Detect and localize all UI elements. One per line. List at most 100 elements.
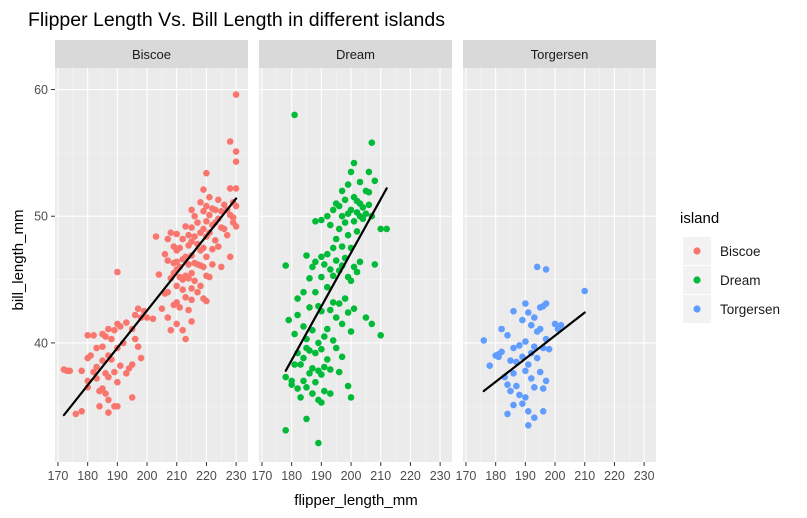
- data-point: [200, 186, 207, 193]
- data-point: [188, 224, 195, 231]
- data-point: [223, 231, 231, 239]
- x-tick-label: 170: [48, 469, 69, 483]
- data-point: [498, 348, 505, 356]
- data-point: [105, 325, 112, 333]
- data-point: [167, 229, 175, 236]
- data-point: [312, 378, 319, 386]
- facet-panel-dream: Dream 170 180 190 200 210 220 230: [252, 40, 452, 483]
- facet-strip: [259, 40, 452, 68]
- data-point: [191, 212, 198, 220]
- data-point: [78, 367, 85, 375]
- panel-background: [463, 68, 656, 462]
- legend-title: island: [680, 210, 719, 227]
- data-point: [522, 300, 529, 307]
- data-point: [338, 212, 346, 220]
- data-point: [300, 377, 307, 385]
- data-point: [303, 384, 310, 391]
- trend-line: [482, 311, 586, 393]
- data-point: [90, 332, 97, 339]
- data-point: [306, 347, 313, 354]
- data-point: [114, 268, 121, 276]
- data-point: [353, 228, 361, 235]
- y-tick-label: 50: [34, 210, 48, 224]
- data-point: [173, 258, 180, 266]
- data-point: [203, 169, 210, 177]
- data-point: [365, 168, 373, 176]
- data-point: [102, 333, 109, 340]
- facet-strip: [55, 40, 248, 68]
- data-point: [545, 345, 553, 353]
- data-point: [99, 357, 106, 364]
- data-point: [303, 252, 310, 259]
- data-point: [525, 422, 532, 429]
- data-point: [206, 273, 213, 281]
- data-point: [191, 277, 198, 285]
- data-point: [143, 314, 151, 321]
- data-point: [291, 111, 298, 119]
- data-point: [353, 268, 361, 276]
- data-point: [522, 394, 529, 401]
- x-tick-label: 220: [400, 469, 421, 483]
- data-point: [131, 311, 139, 319]
- data-point: [158, 305, 166, 313]
- x-tick-label: 180: [77, 469, 98, 483]
- data-point: [344, 181, 352, 188]
- data-point: [102, 390, 109, 397]
- data-point: [117, 323, 124, 330]
- data-point: [539, 385, 547, 392]
- legend-swatch: [693, 276, 701, 284]
- facet-strip: [463, 40, 656, 68]
- data-point: [312, 349, 319, 357]
- data-point: [332, 344, 340, 352]
- data-point: [155, 271, 163, 278]
- data-point: [327, 221, 334, 229]
- data-point: [516, 391, 523, 399]
- y-tick-label: 40: [34, 336, 48, 350]
- data-point: [557, 321, 565, 329]
- data-point: [226, 185, 234, 192]
- chart-title: Flipper Length Vs. Bill Length in differ…: [28, 9, 445, 31]
- data-point: [335, 368, 343, 376]
- x-axis-title: flipper_length_mm: [294, 492, 417, 509]
- data-point: [329, 337, 337, 344]
- data-point: [188, 206, 195, 214]
- legend-swatch: [693, 247, 701, 255]
- data-point: [315, 339, 322, 347]
- data-point: [318, 273, 325, 281]
- x-tick-label: 220: [196, 469, 217, 483]
- data-point: [229, 214, 237, 221]
- data-point: [507, 357, 514, 364]
- x-tick-label: 230: [226, 469, 247, 483]
- data-point: [164, 235, 172, 243]
- data-point: [167, 326, 175, 334]
- data-point: [356, 258, 364, 266]
- data-point: [209, 261, 216, 268]
- data-point: [318, 371, 325, 378]
- x-tick-label: 230: [430, 469, 451, 483]
- data-point: [536, 325, 544, 333]
- data-point: [188, 269, 195, 277]
- data-point: [356, 178, 364, 186]
- x-tick-label: 190: [311, 469, 332, 483]
- data-point: [321, 261, 328, 268]
- data-point: [232, 185, 240, 192]
- data-point: [203, 218, 210, 225]
- data-point: [321, 387, 328, 395]
- data-point: [200, 244, 207, 252]
- trend-line: [62, 197, 238, 417]
- data-point: [185, 261, 192, 268]
- data-point: [215, 196, 222, 204]
- data-point: [306, 275, 313, 282]
- x-tick-label: 210: [166, 469, 187, 483]
- data-point: [341, 295, 349, 302]
- data-point: [282, 373, 290, 381]
- x-tick-label: 170: [252, 469, 273, 483]
- data-point: [123, 370, 130, 377]
- data-point: [581, 287, 588, 295]
- x-tick-label: 170: [456, 469, 477, 483]
- data-point: [332, 235, 340, 243]
- data-point: [312, 258, 319, 266]
- data-point: [134, 343, 142, 351]
- data-point: [329, 299, 337, 306]
- data-point: [551, 320, 559, 328]
